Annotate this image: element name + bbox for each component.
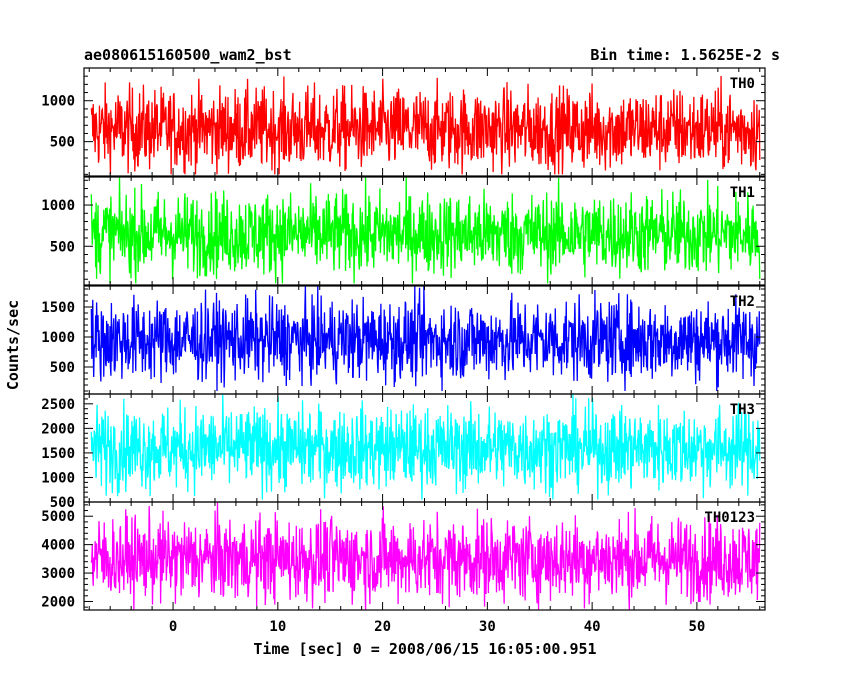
chart-title: ae080615160500_wam2_bst [84, 46, 292, 64]
panel-th1: 500 1000 TH1 [41, 176, 766, 286]
x-tick-label: 50 [688, 619, 705, 635]
y-axis-label: Counts/sec [4, 300, 22, 390]
series-line-th0 [90, 76, 761, 175]
series-line-th3 [90, 394, 761, 500]
x-axis-label: Time [sec] 0 = 2008/06/15 16:05:00.951 [253, 640, 596, 658]
x-tick-label: 20 [374, 619, 391, 635]
panel-th0123: 2000 3000 4000 5000 TH0123 [41, 501, 766, 611]
panel-th2: 500 1000 1500 TH2 [41, 285, 766, 395]
y-tick-label: 1500 [41, 300, 75, 316]
panel-label: TH1 [730, 185, 755, 201]
panel-th0: 500 1000 TH0 [41, 67, 766, 177]
series-line-th1 [90, 177, 761, 284]
x-tick-label: 40 [584, 619, 601, 635]
series-line-th2 [90, 286, 761, 392]
y-tick-label: 500 [50, 495, 75, 511]
y-tick-label: 1000 [41, 470, 75, 486]
y-tick-label: 500 [50, 360, 75, 376]
x-tick-label: 10 [269, 619, 286, 635]
y-tick-label: 500 [50, 239, 75, 255]
x-tick-label: 30 [479, 619, 496, 635]
y-tick-label: 500 [50, 135, 75, 151]
y-tick-label: 4000 [41, 538, 75, 554]
y-tick-label: 5000 [41, 509, 75, 525]
y-tick-label: 1000 [41, 198, 75, 214]
y-tick-label: 2000 [41, 421, 75, 437]
y-tick-label: 2500 [41, 397, 75, 413]
panel-label: TH0 [730, 76, 755, 92]
x-tick-label: 0 [169, 619, 177, 635]
panel-th3: 500 1000 1500 2000 2500 TH3 [41, 393, 766, 511]
y-tick-label: 3000 [41, 566, 75, 582]
y-tick-label: 2000 [41, 594, 75, 610]
y-tick-label: 1000 [41, 94, 75, 110]
panel-label: TH3 [730, 402, 755, 418]
y-tick-label: 1500 [41, 446, 75, 462]
bin-time-label: Bin time: 1.5625E-2 s [590, 46, 780, 64]
panel-label: TH2 [730, 294, 755, 310]
panel-label: TH0123 [704, 510, 755, 526]
series-line-th0123 [90, 502, 761, 610]
y-tick-label: 1000 [41, 330, 75, 346]
